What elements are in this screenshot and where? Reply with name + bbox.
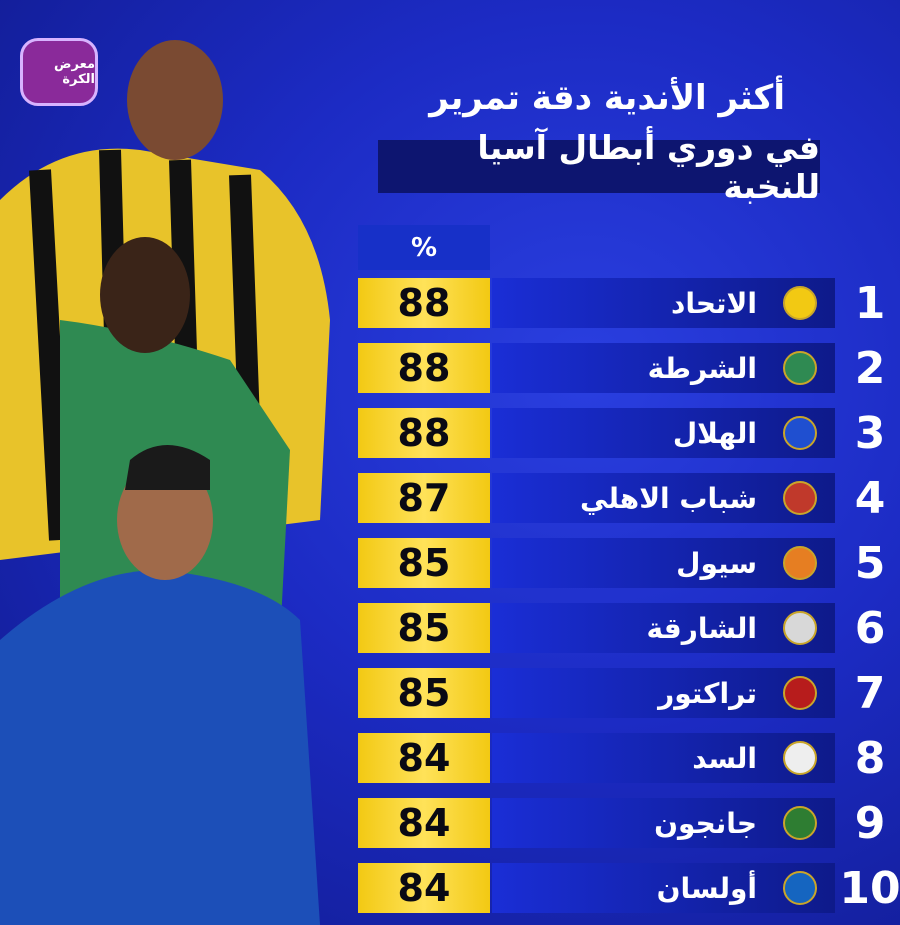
club-bar: السد [492, 733, 835, 783]
club-name: أولسان [656, 871, 757, 905]
rank-number: 5 [854, 537, 886, 589]
club-logo [783, 546, 817, 580]
rank-number: 3 [854, 407, 886, 459]
club-bar: الاتحاد [492, 278, 835, 328]
rank-number: 8 [854, 732, 886, 784]
club-name: الهلال [672, 416, 757, 450]
value-cell: 88 [358, 278, 490, 328]
subtitle: في دوري أبطال آسيا للنخبة [378, 128, 820, 206]
club-name: جانجون [654, 806, 757, 840]
rank-number: 10 [839, 862, 900, 914]
club-bar: الشارقة [492, 603, 835, 653]
value-cell: 88 [358, 408, 490, 458]
club-name: الشارقة [646, 611, 757, 645]
value-cell: 85 [358, 603, 490, 653]
club-bar: شباب الاهلي [492, 473, 835, 523]
club-name: شباب الاهلي [580, 481, 757, 515]
club-logo [783, 806, 817, 840]
club-name: سيول [676, 546, 757, 580]
club-bar: تراكتور [492, 668, 835, 718]
club-name: الشرطة [647, 351, 757, 385]
club-bar: أولسان [492, 863, 835, 913]
column-header: % [358, 225, 490, 270]
rank-number: 2 [854, 342, 886, 394]
club-bar: سيول [492, 538, 835, 588]
value-cell: 87 [358, 473, 490, 523]
title: أكثر الأندية دقة تمرير [429, 78, 785, 118]
club-name: السد [692, 741, 757, 775]
value-cell: 85 [358, 668, 490, 718]
club-name: الاتحاد [670, 286, 757, 320]
players-illustration [0, 40, 330, 925]
club-logo [783, 871, 817, 905]
club-bar: الهلال [492, 408, 835, 458]
club-bar: الشرطة [492, 343, 835, 393]
value-cell: 84 [358, 798, 490, 848]
club-logo [783, 351, 817, 385]
club-name: تراكتور [658, 676, 757, 710]
club-logo [783, 741, 817, 775]
rank-number: 6 [854, 602, 886, 654]
value-cell: 84 [358, 733, 490, 783]
club-logo [783, 676, 817, 710]
rank-number: 7 [854, 667, 886, 719]
club-logo [783, 416, 817, 450]
value-cell: 85 [358, 538, 490, 588]
club-logo [783, 611, 817, 645]
value-cell: 84 [358, 863, 490, 913]
club-bar: جانجون [492, 798, 835, 848]
rank-number: 4 [854, 472, 886, 524]
value-cell: 88 [358, 343, 490, 393]
rank-number: 1 [854, 277, 886, 329]
logo-badge: معرض الكرة [20, 38, 98, 106]
rank-number: 9 [854, 797, 886, 849]
club-logo [783, 481, 817, 515]
club-logo [783, 286, 817, 320]
